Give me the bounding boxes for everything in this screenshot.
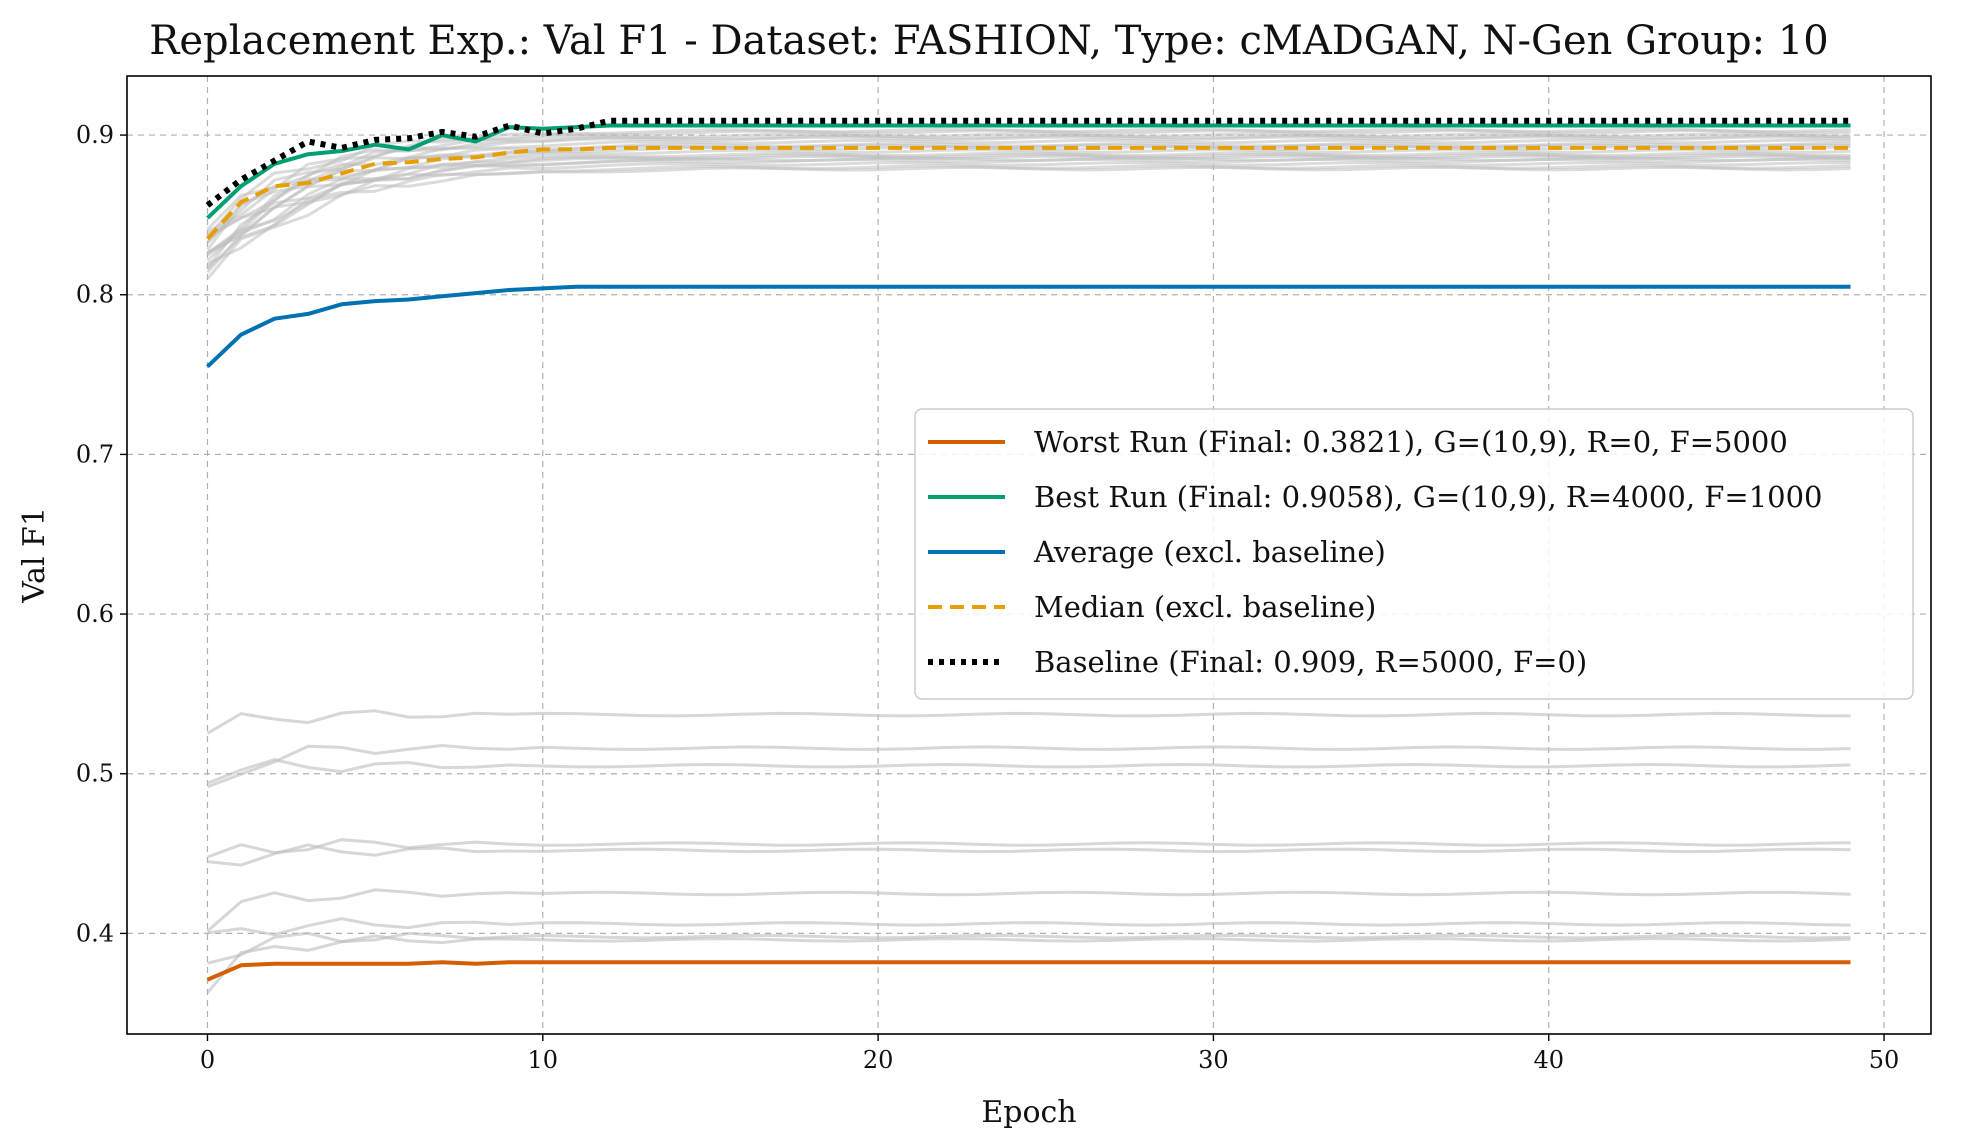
legend-entry-1: Best Run (Final: 0.9058), G=(10,9), R=40… — [1034, 480, 1823, 514]
x-axis-label: Epoch — [981, 1095, 1076, 1130]
legend-entry-0: Worst Run (Final: 0.3821), G=(10,9), R=0… — [1034, 425, 1788, 459]
x-tick-label: 20 — [863, 1046, 894, 1074]
background-run-line — [206, 133, 1851, 251]
x-tick-label: 0 — [200, 1046, 215, 1074]
background-run-line — [206, 934, 1851, 994]
y-axis-label: Val F1 — [17, 507, 52, 604]
background-run-line — [206, 743, 1851, 789]
plot-frame — [126, 75, 1932, 1035]
y-tick-label: 0.9 — [76, 121, 114, 149]
legend-entry-3: Median (excl. baseline) — [1034, 590, 1376, 624]
background-runs — [206, 127, 1851, 994]
background-run-line — [206, 161, 1851, 274]
series-line-0 — [206, 960, 1851, 982]
background-run-line — [206, 758, 1851, 785]
background-run-line — [206, 156, 1851, 270]
x-tick-label: 40 — [1533, 1046, 1564, 1074]
y-tick-label: 0.7 — [76, 440, 114, 468]
legend-entry-2: Average (excl. baseline) — [1033, 535, 1386, 569]
y-tick-label: 0.4 — [76, 919, 114, 947]
y-tick-label: 0.5 — [76, 760, 114, 788]
chart-title: Replacement Exp.: Val F1 - Dataset: FASH… — [149, 18, 1828, 64]
background-run-line — [207, 843, 1851, 867]
background-run-line — [206, 164, 1851, 265]
y-tick-label: 0.6 — [76, 600, 114, 628]
background-run-line — [206, 709, 1851, 735]
series-lines — [205, 117, 1851, 982]
background-run-line — [206, 838, 1851, 859]
x-tick-label: 30 — [1198, 1046, 1229, 1074]
background-run-line — [206, 888, 1851, 933]
series-line-1 — [206, 123, 1851, 220]
x-tick-label: 50 — [1869, 1046, 1900, 1074]
background-run-line — [207, 917, 1851, 937]
y-tick-label: 0.8 — [76, 281, 114, 309]
axis-ticks: 0 10 20 30 40 50 0.4 0.5 0.6 0.7 0.8 0.9 — [76, 121, 1900, 1074]
legend-entry-4: Baseline (Final: 0.909, R=5000, F=0) — [1034, 645, 1587, 679]
x-tick-label: 10 — [528, 1046, 559, 1074]
background-run-line — [206, 153, 1851, 257]
legend-box — [914, 408, 1914, 700]
background-run-line — [206, 138, 1851, 236]
series-line-2 — [206, 284, 1851, 369]
legend: Worst Run (Final: 0.3821), G=(10,9), R=0… — [914, 408, 1914, 700]
series-line-3 — [206, 145, 1851, 241]
